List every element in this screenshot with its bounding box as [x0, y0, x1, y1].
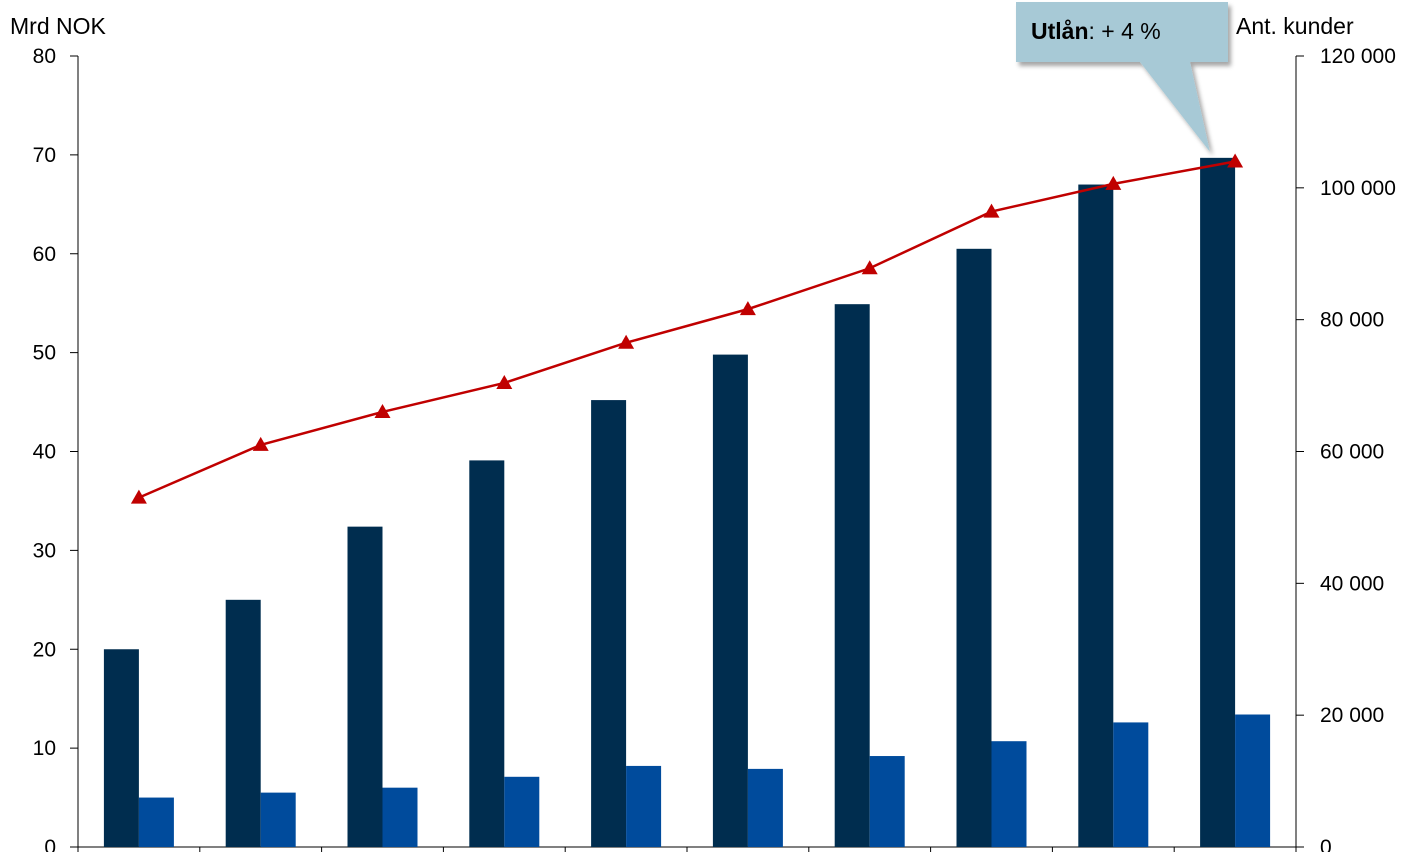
deposit-bar	[747, 768, 783, 847]
deposit-bar	[626, 765, 662, 847]
right-axis-tick-label: 40 000	[1320, 572, 1384, 595]
bars	[103, 157, 1271, 848]
left-axis-tick-label: 0	[44, 836, 56, 852]
loan-bar	[103, 649, 139, 847]
customer-point-marker	[130, 489, 147, 504]
deposit-bar	[1113, 722, 1149, 847]
loan-bar	[956, 248, 992, 847]
right-axis-tick-label: 100 000	[1320, 177, 1396, 200]
deposit-bar	[382, 787, 418, 847]
customer-line-series	[130, 153, 1244, 504]
left-axis-tick-label: 60	[33, 243, 56, 266]
callout-bold-text: Utlån	[1031, 18, 1089, 44]
right-axis-tick-label: 20 000	[1320, 704, 1384, 727]
left-axis-tick-label: 30	[33, 539, 56, 562]
deposit-bar	[1235, 714, 1271, 847]
left-axis-tick-label: 70	[33, 144, 56, 167]
right-axis-title: Ant. kunder	[1236, 13, 1354, 39]
loan-bar	[347, 526, 383, 847]
left-axis-tick-label: 80	[33, 45, 56, 68]
customer-point-marker	[739, 301, 756, 316]
loan-bar	[1200, 157, 1236, 847]
right-axis-tick-label: 0	[1320, 836, 1332, 852]
right-axis-tick-label: 80 000	[1320, 309, 1384, 332]
deposit-bar	[869, 756, 905, 847]
customer-line	[138, 160, 1236, 499]
x-axis	[77, 846, 1297, 852]
right-axis: 0 20 000 40 000 60 000 80 000 100 000 120 000	[1295, 45, 1396, 852]
left-axis-tick-label: 10	[33, 737, 56, 760]
customer-point-marker	[983, 203, 1000, 218]
left-axis-tick-label: 50	[33, 342, 56, 365]
left-axis-title: Mrd NOK	[10, 13, 107, 39]
callout-value-text: : + 4 %	[1089, 18, 1161, 44]
loan-bar	[591, 400, 627, 847]
left-axis-tick-label: 40	[33, 441, 56, 464]
callout: Utlån: + 4 %	[1016, 2, 1228, 152]
customer-point-marker	[861, 260, 878, 275]
customer-point-marker	[496, 374, 513, 389]
deposit-bar	[504, 776, 540, 847]
customer-point-marker	[252, 436, 269, 451]
callout-box	[1016, 2, 1228, 152]
left-axis-tick-label: 20	[33, 638, 56, 661]
left-axis: 0 10 20 30 40 50 60 70 80	[33, 45, 79, 852]
loan-bar	[834, 304, 870, 847]
right-axis-tick-label: 60 000	[1320, 441, 1384, 464]
loan-bar	[469, 460, 505, 847]
customer-point-marker	[618, 334, 635, 349]
deposit-bar	[138, 797, 174, 847]
deposit-bar	[260, 792, 296, 847]
customer-point-marker	[374, 403, 391, 418]
callout-label: Utlån: + 4 %	[1031, 18, 1161, 44]
customer-point-marker	[1105, 175, 1122, 190]
loan-bar	[1078, 184, 1114, 848]
customer-point-marker	[1227, 153, 1244, 168]
deposit-bar	[991, 741, 1027, 847]
loan-bar	[712, 354, 748, 847]
right-axis-tick-label: 120 000	[1320, 45, 1396, 68]
loan-bar	[225, 599, 261, 847]
